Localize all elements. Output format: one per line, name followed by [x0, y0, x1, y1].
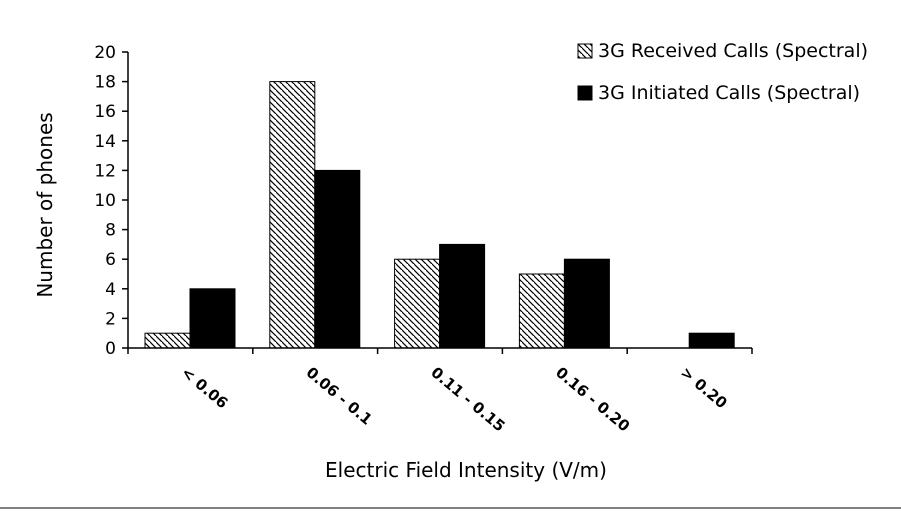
y-tick-label-12: 12 — [94, 161, 116, 181]
bar-series-1-4 — [688, 332, 735, 349]
y-axis-title: Number of phones — [33, 112, 57, 297]
y-tick-label-14: 14 — [94, 132, 116, 152]
bar-series-0-1 — [269, 81, 316, 349]
x-category-label-0: < 0.06 — [178, 363, 232, 412]
bar-series-0-3 — [518, 273, 565, 349]
y-tick-label-2: 2 — [105, 309, 116, 329]
bar-series-1-3 — [563, 258, 610, 349]
x-category-label-3: 0.16 - 0.20 — [552, 363, 633, 435]
bar-series-0-0 — [144, 332, 191, 349]
bar-series-1-0 — [189, 288, 236, 349]
bar-series-1-2 — [439, 243, 486, 349]
bar-series-1-1 — [314, 169, 361, 349]
y-tick-label-4: 4 — [105, 280, 116, 300]
legend: 3G Received Calls (Spectral) 3G Initiate… — [577, 40, 868, 104]
x-axis-title: Electric Field Intensity (V/m) — [325, 458, 607, 482]
legend-swatch-initiated — [577, 85, 593, 101]
y-tick-label-6: 6 — [105, 250, 116, 270]
y-tick-label-10: 10 — [94, 191, 116, 211]
y-tick-label-18: 18 — [94, 73, 116, 93]
legend-label-initiated: 3G Initiated Calls (Spectral) — [598, 82, 860, 104]
legend-label-received: 3G Received Calls (Spectral) — [598, 40, 868, 62]
y-tick-label-8: 8 — [105, 221, 116, 241]
x-category-label-2: 0.11 - 0.15 — [427, 363, 508, 435]
bar-series-0-2 — [394, 258, 441, 349]
legend-swatch-received — [577, 43, 593, 59]
x-category-label-1: 0.06 - 0.1 — [303, 363, 376, 428]
y-tick-label-0: 0 — [105, 339, 116, 359]
y-tick-label-16: 16 — [94, 102, 116, 122]
y-tick-label-20: 20 — [94, 43, 116, 63]
x-category-label-4: > 0.20 — [677, 363, 731, 412]
